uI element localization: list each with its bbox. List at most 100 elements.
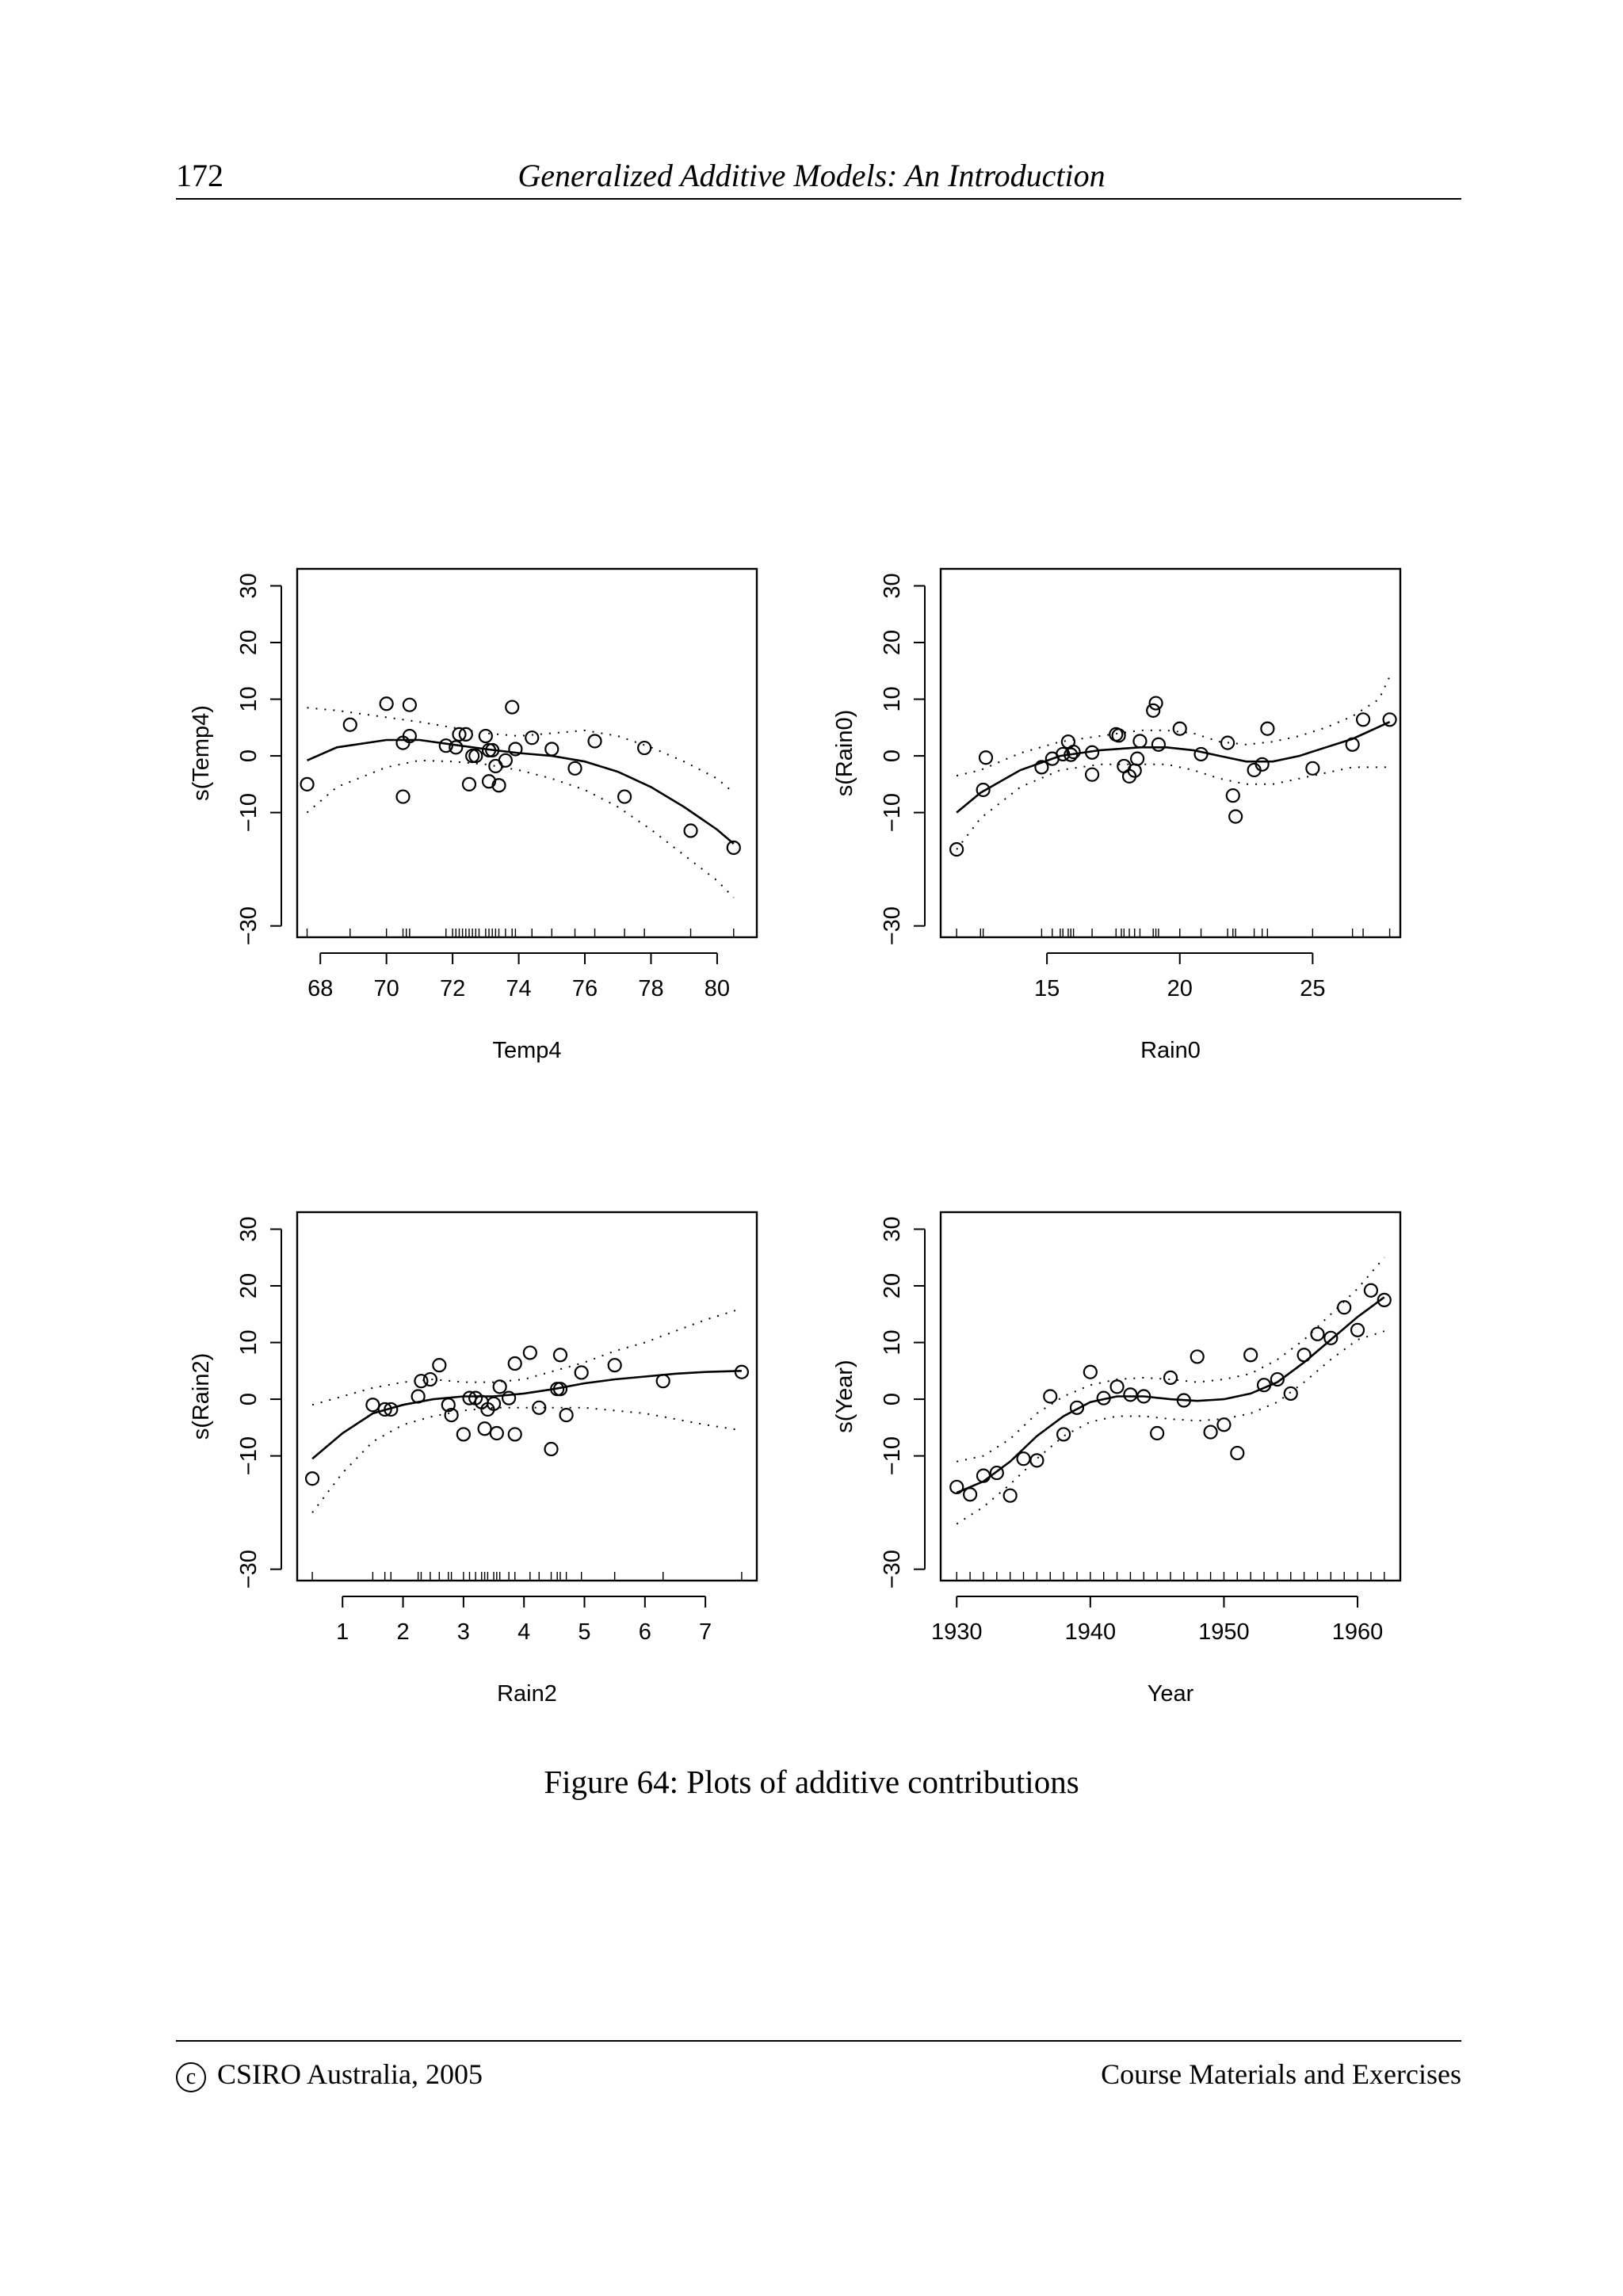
data-point [458,727,473,742]
footer-course: Course Materials and Exercises [1101,2058,1461,2090]
temp4-upper-band [307,707,735,794]
x-tick-label: 74 [506,976,531,1001]
data-point [1064,747,1079,762]
data-point [1150,1425,1165,1441]
data-point [481,774,497,789]
data-point [300,776,315,791]
plot-frame [939,1211,1402,1582]
x-tick-label: 72 [440,976,465,1001]
y-tick-label: −10 [236,793,262,832]
x-tick-label: 1950 [1198,1619,1250,1645]
data-point [1337,1300,1352,1315]
data-point [1256,1378,1272,1393]
y-tick-label: 10 [236,686,262,711]
data-point [1043,1389,1058,1404]
data-point [734,1364,750,1379]
x-axis-label: Temp4 [492,1038,561,1063]
y-tick-label: −30 [880,1550,905,1589]
x-tick-label: 70 [374,976,399,1001]
data-point [441,1398,456,1413]
data-point [1216,1417,1232,1432]
data-point [449,740,464,755]
data-point [683,823,698,838]
data-point [532,1400,547,1415]
data-point [1083,1364,1098,1379]
data-point [1123,1387,1138,1402]
x-tick-label: 76 [572,976,598,1001]
data-point [1084,745,1100,760]
plot-s-year: 1930 1940 1950 1960 Year −30 −10 0 10 20 30 s(Year) [832,1211,1402,1707]
x-tick-label: 68 [307,976,333,1001]
data-point [1220,735,1235,750]
rain2-lower-band [311,1406,743,1513]
rain0-lower-band [956,763,1390,850]
data-point [544,1441,559,1457]
data-point [726,840,741,856]
data-point [525,730,540,746]
data-point [1193,746,1209,762]
y-tick-label: 20 [880,630,905,655]
data-point [1136,1389,1151,1404]
x-tick-label: 20 [1167,976,1193,1001]
data-point [461,776,477,791]
data-point [478,728,493,744]
y-tick-label: −10 [236,1436,262,1475]
data-point [1148,696,1163,711]
year-lower-band [956,1330,1385,1525]
y-tick-label: 0 [236,749,262,762]
data-point [1163,1370,1178,1385]
y-tick-label: 0 [880,1393,905,1405]
data-point [1225,788,1240,803]
x-tick-label: 5 [578,1619,590,1645]
data-point [1096,1390,1111,1405]
data-point [505,700,520,715]
data-point [432,1358,447,1373]
data-point [1129,751,1145,766]
y-tick-label: 10 [880,1329,905,1355]
y-tick-label: 10 [236,1329,262,1355]
data-point [1283,1386,1298,1402]
data-point [452,727,467,742]
data-point [1066,744,1081,760]
data-point [655,1374,670,1389]
data-point [587,734,602,749]
data-point [1377,1292,1392,1307]
y-tick-label: −30 [236,906,262,945]
data-point [402,697,417,712]
rain2-upper-band [311,1307,743,1406]
data-point [1310,1326,1325,1341]
data-point [1172,721,1187,736]
y-tick-label: 20 [236,630,262,655]
data-point [1084,767,1100,782]
data-point [522,1345,537,1360]
data-point [637,740,652,756]
data-point [502,1390,517,1405]
data-point [468,748,483,764]
data-point [1296,1348,1312,1363]
plot-frame [939,567,1402,939]
y-tick-label: −10 [880,793,905,832]
running-title: Generalized Additive Models: An Introduc… [517,158,1106,193]
data-point [411,1389,426,1404]
footer-copyright: c CSIRO Australia, 2005 [176,2058,483,2092]
data-point [477,1421,492,1436]
data-point [498,753,513,768]
temp4-smooth-fit [306,738,735,845]
y-tick-label: 0 [880,749,905,762]
data-point [438,738,453,753]
data-point [949,1479,964,1495]
data-point [989,1465,1004,1481]
data-point [574,1365,589,1380]
footer-rule [176,2040,1461,2042]
data-point [486,1396,502,1411]
data-point [492,1379,507,1394]
data-point [1034,760,1049,775]
x-tick-label: 1960 [1332,1619,1384,1645]
data-point [1305,761,1320,776]
data-point [1345,737,1360,752]
rain0-smooth-fit [956,721,1391,814]
data-point [1203,1425,1218,1440]
data-point [414,1374,429,1389]
y-tick-label: −30 [236,1550,262,1589]
data-point [1029,1453,1044,1468]
